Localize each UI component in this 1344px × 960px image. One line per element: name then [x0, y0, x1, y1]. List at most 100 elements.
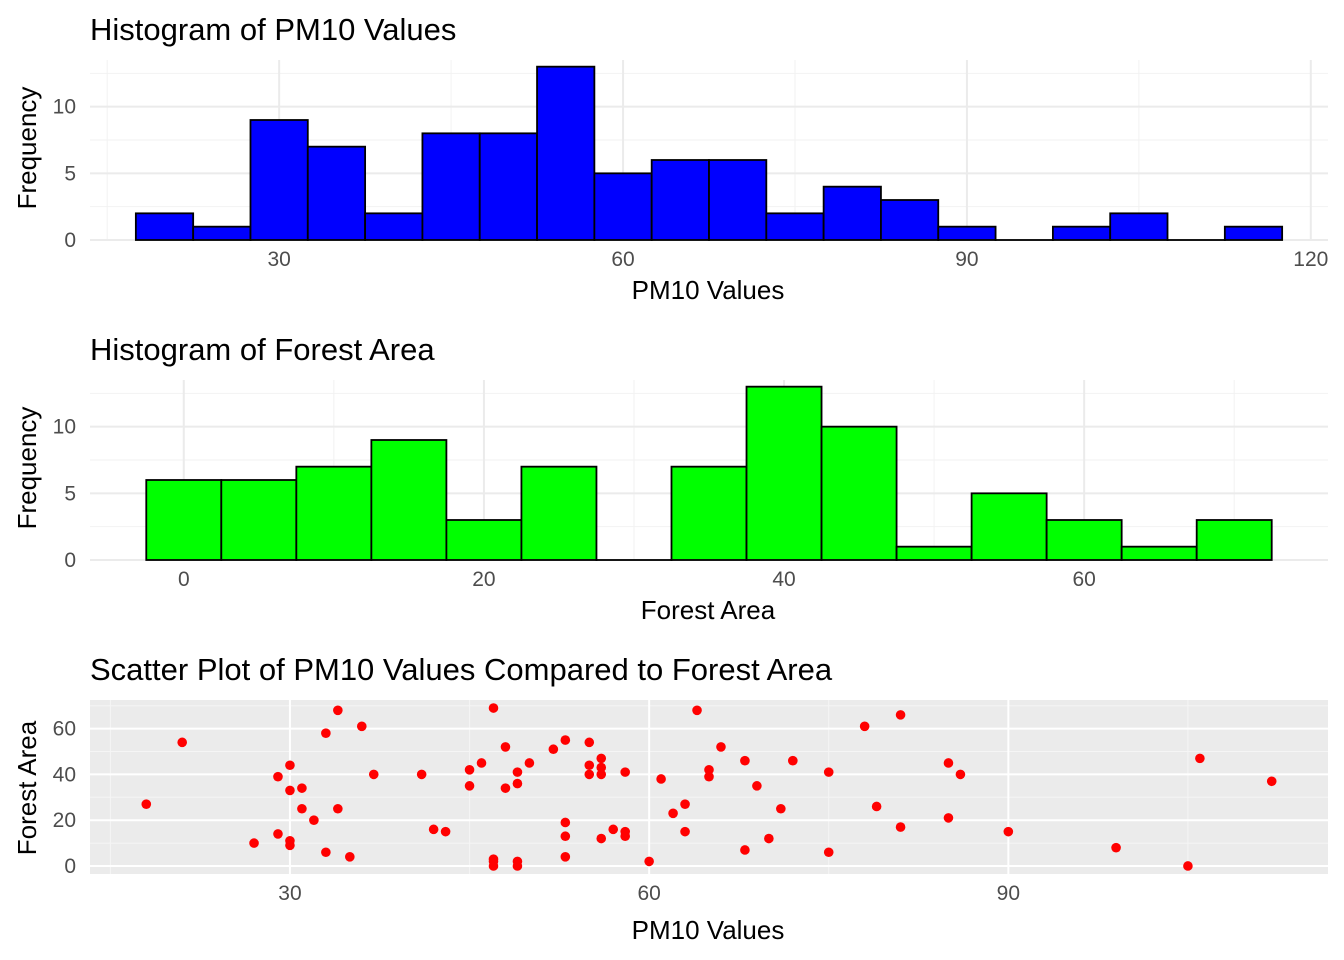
- scatter-point: [309, 815, 319, 825]
- y-tick-label: 0: [64, 855, 76, 878]
- scatter-point: [512, 778, 523, 789]
- scatter-x-axis-title: PM10 Values: [632, 915, 785, 945]
- scatter-point: [740, 845, 750, 855]
- histogram-bar: [937, 225, 997, 241]
- pm10-histogram-panel: Histogram of PM10 Values 30 60 90 120 0 5 10 P…: [12, 12, 1328, 305]
- scatter-point: [560, 831, 571, 842]
- histogram-bar: [306, 145, 367, 241]
- scatter-point: [788, 755, 798, 766]
- y-tick-label: 10: [53, 416, 76, 439]
- scatter-point: [416, 769, 427, 780]
- scatter-point: [177, 737, 187, 748]
- scatter-y-axis-title: Forest Area: [12, 720, 42, 855]
- histogram-bar: [145, 479, 223, 561]
- scatter-point: [321, 847, 331, 858]
- scatter-point: [1003, 826, 1014, 837]
- scatter-point: [524, 758, 535, 768]
- x-tick-label: 120: [1293, 248, 1328, 271]
- histogram-bar: [249, 119, 309, 241]
- scatter-point: [488, 861, 499, 871]
- histogram-bar: [536, 65, 596, 241]
- scatter-point: [823, 767, 834, 777]
- y-tick-label: 60: [53, 718, 76, 741]
- histogram-bar: [1051, 225, 1112, 241]
- forest-histogram-y-axis-title: Frequency: [12, 407, 42, 530]
- scatter-point: [704, 771, 714, 782]
- scatter-point: [1266, 776, 1277, 787]
- x-tick-label: 0: [178, 568, 190, 591]
- scatter-point: [1195, 753, 1205, 764]
- scatter-point: [620, 767, 630, 777]
- scatter-point: [596, 753, 607, 764]
- x-tick-label: 30: [278, 882, 301, 905]
- scatter-title: Scatter Plot of PM10 Values Compared to …: [90, 652, 833, 687]
- scatter-panel: Scatter Plot of PM10 Values Compared to …: [12, 652, 1328, 945]
- histogram-bar: [745, 385, 823, 561]
- x-tick-label: 60: [637, 882, 660, 905]
- scatter-point: [668, 808, 678, 819]
- y-tick-label: 5: [64, 482, 76, 505]
- scatter-point: [704, 765, 714, 775]
- pm10-histogram-plot: 30 60 90 120 0 5 10: [53, 60, 1328, 271]
- scatter-point: [1183, 861, 1193, 871]
- scatter-point: [764, 833, 774, 844]
- scatter-point: [584, 737, 595, 748]
- scatter-point: [1111, 842, 1121, 853]
- scatter-point: [476, 758, 487, 768]
- scatter-plot: 30 60 90 0 20 40 60: [53, 700, 1328, 905]
- scatter-point: [285, 785, 295, 796]
- histogram-bar: [364, 212, 424, 241]
- scatter-point: [871, 801, 882, 812]
- histogram-bar: [880, 199, 940, 241]
- histogram-bar: [708, 159, 768, 241]
- scatter-point: [955, 769, 966, 780]
- histogram-bar: [1120, 545, 1198, 561]
- scatter-point: [440, 826, 451, 837]
- scatter-point: [584, 769, 595, 780]
- x-tick-label: 90: [955, 248, 978, 271]
- pm10-histogram-x-axis-title: PM10 Values: [632, 275, 785, 305]
- histogram-bar: [520, 465, 598, 561]
- scatter-point: [548, 744, 559, 755]
- scatter-point: [692, 705, 702, 716]
- scatter-point: [560, 852, 571, 862]
- scatter-point: [512, 861, 523, 871]
- y-tick-label: 20: [53, 809, 76, 832]
- histogram-bar: [895, 545, 973, 561]
- histogram-bar: [650, 159, 710, 241]
- scatter-point: [141, 799, 152, 809]
- scatter-point: [895, 710, 906, 720]
- scatter-point: [680, 826, 690, 837]
- y-tick-label: 0: [64, 229, 76, 252]
- scatter-point: [297, 783, 307, 793]
- scatter-point: [596, 769, 607, 780]
- histogram-bar: [1045, 519, 1123, 561]
- scatter-point: [273, 771, 283, 782]
- scatter-point: [823, 847, 834, 858]
- x-tick-label: 20: [472, 568, 495, 591]
- x-tick-label: 30: [267, 248, 290, 271]
- pm10-histogram-y-axis-title: Frequency: [12, 87, 42, 210]
- scatter-point: [776, 803, 786, 814]
- scatter-point: [656, 774, 666, 784]
- scatter-point: [368, 769, 379, 780]
- forest-histogram-x-axis-title: Forest Area: [641, 595, 776, 625]
- scatter-point: [608, 824, 619, 835]
- scatter-point: [943, 813, 954, 823]
- histogram-bar: [1195, 519, 1273, 561]
- histogram-bar: [593, 172, 653, 241]
- forest-histogram-plot: 0 20 40 60 0 5 10: [53, 380, 1328, 591]
- scatter-point: [356, 721, 367, 732]
- scatter-point: [752, 781, 762, 791]
- scatter-point: [333, 705, 343, 716]
- scatter-point: [333, 803, 343, 814]
- histogram-bar: [1223, 225, 1284, 241]
- scatter-point: [500, 783, 511, 793]
- scatter-point: [584, 760, 595, 771]
- scatter-point: [895, 822, 906, 832]
- scatter-point: [596, 762, 607, 773]
- scatter-point: [285, 840, 295, 851]
- scatter-point: [716, 742, 726, 752]
- histogram-bar: [421, 132, 481, 241]
